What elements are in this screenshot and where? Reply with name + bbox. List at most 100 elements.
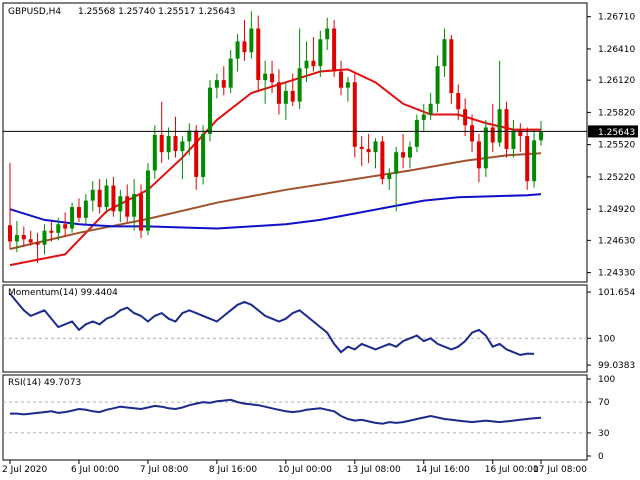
candle-body [63,224,68,229]
time-tick-label: 13 Jul 08:00 [347,465,401,475]
time-tick-label: 10 Jul 00:00 [278,465,332,475]
candle [214,73,219,99]
candle [414,114,419,153]
candle-body [290,90,295,102]
price-panel: 1.26710 1.26410 1.26120 1.25820 1.25520 1.252… [2,2,638,283]
candle-body [311,60,316,67]
candle-body [414,119,419,147]
candle [518,123,523,153]
candle-body [504,109,509,149]
candle-body [283,90,288,104]
candle-body [407,146,412,158]
candle-body [242,41,247,53]
candle [228,50,233,94]
price-tick-label: 1.24920 [598,205,635,215]
candle-body [463,109,468,126]
rsi-title: RSI(14) 49.7073 [8,378,81,388]
candle [111,176,116,217]
rsi-tick-label: 0 [598,452,604,462]
candle-body [345,82,350,88]
symbol-label: GBPUSD,H4 [8,7,61,17]
momentum-panel-border [2,284,588,373]
candle [14,221,19,253]
ohlc-label: 1.25568 1.25740 1.25517 1.25643 [78,7,235,17]
candle [345,76,350,102]
candle-body [104,185,109,208]
candle [263,60,268,104]
candle [76,198,81,223]
candle [42,224,47,255]
candle-body [14,234,19,242]
candle [194,125,199,190]
rsi-panel: 100 70 30 0 [2,374,615,462]
candle-body [263,73,268,81]
candle [325,17,330,51]
candle [21,226,26,247]
time-axis: 2 Jul 2020 6 Jul 00:00 7 Jul 08:00 8 Jul 16… [2,460,587,475]
candle-body [435,66,440,104]
candle [249,11,254,59]
candle [297,28,302,110]
candle-body [539,131,543,141]
candle-body [373,141,378,153]
candle [180,136,185,180]
candle-body [270,73,275,83]
candle-body [483,127,488,169]
candle-body [442,39,447,67]
candle-body [35,242,40,245]
candle [35,232,40,263]
candle [256,15,261,91]
candle [63,212,68,238]
current-price-tag [588,125,638,138]
momentum-line [9,292,535,357]
candle-body [297,68,302,102]
candle [359,136,364,167]
candle [339,60,344,96]
candle-body [132,194,137,217]
candle-body [228,58,233,88]
candle [504,101,509,158]
candle-body [145,170,150,231]
candle-body [8,225,12,242]
candle [276,69,281,115]
candle [70,202,75,233]
candle-body [394,152,399,174]
candle [290,73,295,106]
candle [187,123,192,156]
candle [97,179,102,214]
candle [283,82,288,120]
candle-body [449,39,454,94]
candle-body [352,82,357,147]
candle [497,60,502,147]
candle-body [470,125,475,142]
candle-body [421,114,426,120]
price-tick-label: 1.24330 [598,269,635,279]
rsi-tick-label: 30 [598,429,610,439]
time-tick-label: 8 Jul 16:00 [209,465,258,475]
candle-body [70,207,75,229]
candle [483,119,488,177]
candle-body [194,130,199,177]
candle-body [359,146,364,149]
price-tick-label: 1.26120 [598,76,635,86]
candle [539,120,543,146]
candle [332,19,337,77]
momentum-panel: 101.654 100 99.0383 [2,284,635,373]
candle-body [90,189,95,201]
candle-body [97,189,102,208]
candle [380,136,385,185]
candle-body [166,136,171,153]
candle-body [511,130,516,149]
candle [463,98,468,137]
candle-body [532,140,537,182]
candle [490,103,495,153]
candle-body [180,141,185,152]
candle [221,66,226,96]
candle [270,60,275,94]
candle-body [159,134,164,153]
candle [242,19,247,61]
candle-body [428,103,433,115]
candle [470,114,475,153]
